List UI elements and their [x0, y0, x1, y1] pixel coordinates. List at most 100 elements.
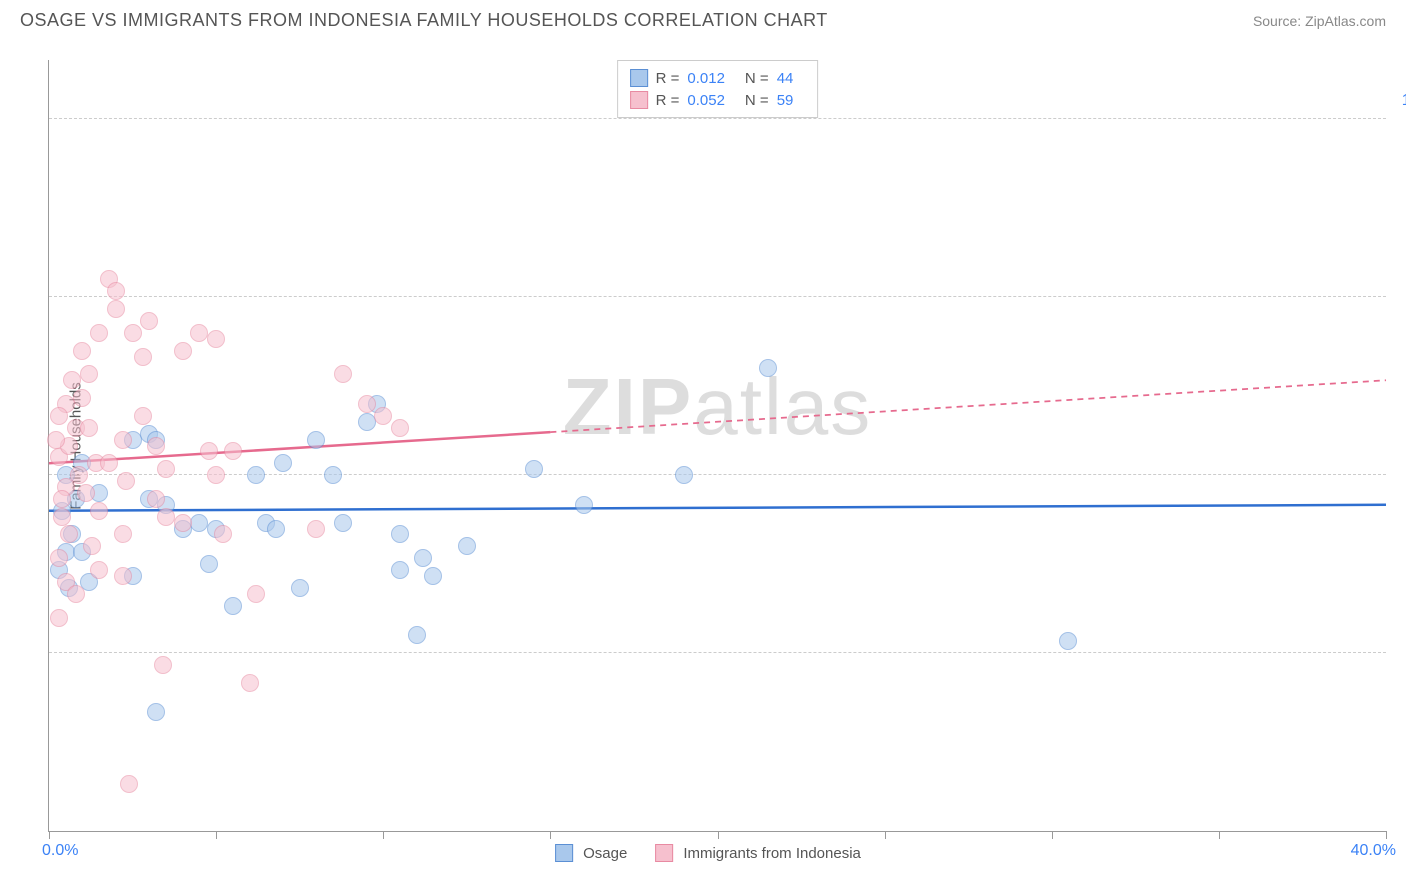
data-point: [408, 626, 426, 644]
legend-stats-row: R = 0.012 N = 44: [630, 67, 806, 89]
x-tick: [49, 831, 50, 839]
data-point: [247, 585, 265, 603]
legend-stats-row: R = 0.052 N = 59: [630, 89, 806, 111]
data-point: [147, 490, 165, 508]
data-point: [414, 549, 432, 567]
data-point: [174, 342, 192, 360]
data-point: [157, 460, 175, 478]
data-point: [207, 466, 225, 484]
data-point: [100, 454, 118, 472]
legend-stats: R = 0.012 N = 44 R = 0.052 N = 59: [617, 60, 819, 118]
data-point: [60, 525, 78, 543]
data-point: [147, 437, 165, 455]
data-point: [147, 703, 165, 721]
x-tick: [885, 831, 886, 839]
data-point: [267, 520, 285, 538]
x-tick: [1386, 831, 1387, 839]
data-point: [124, 324, 142, 342]
data-point: [358, 413, 376, 431]
data-point: [324, 466, 342, 484]
data-point: [53, 490, 71, 508]
data-point: [334, 365, 352, 383]
legend-series: Osage Immigrants from Indonesia: [555, 844, 879, 862]
chart-title: OSAGE VS IMMIGRANTS FROM INDONESIA FAMIL…: [20, 10, 828, 31]
data-point: [358, 395, 376, 413]
x-tick: [550, 831, 551, 839]
data-point: [50, 609, 68, 627]
data-point: [63, 371, 81, 389]
legend-series-label: Immigrants from Indonesia: [683, 845, 861, 862]
x-tick: [216, 831, 217, 839]
plot-area: ZIPatlas R =0.012N =44R =0.052N =59 55.0…: [48, 60, 1386, 832]
data-point: [307, 520, 325, 538]
data-point: [90, 324, 108, 342]
data-point: [77, 484, 95, 502]
x-tick: [1052, 831, 1053, 839]
legend-swatch: [630, 69, 648, 87]
data-point: [134, 407, 152, 425]
data-point: [759, 359, 777, 377]
data-point: [114, 567, 132, 585]
data-point: [50, 407, 68, 425]
data-point: [70, 466, 88, 484]
chart-area: Family Households ZIPatlas R =0.012N =44…: [48, 60, 1386, 832]
data-point: [458, 537, 476, 555]
data-point: [391, 525, 409, 543]
data-point: [83, 537, 101, 555]
data-point: [190, 324, 208, 342]
data-point: [334, 514, 352, 532]
legend-r-value: 0.012: [687, 70, 725, 87]
data-point: [374, 407, 392, 425]
data-point: [90, 561, 108, 579]
data-point: [114, 431, 132, 449]
legend-n-value: 59: [777, 92, 794, 109]
data-point: [207, 330, 225, 348]
data-point: [200, 555, 218, 573]
data-point: [274, 454, 292, 472]
chart-header: OSAGE VS IMMIGRANTS FROM INDONESIA FAMIL…: [0, 0, 1406, 31]
data-point: [73, 389, 91, 407]
x-tick: [718, 831, 719, 839]
watermark-bold: ZIP: [563, 362, 693, 451]
data-point: [190, 514, 208, 532]
grid-line: [49, 296, 1386, 297]
data-point: [391, 561, 409, 579]
data-point: [391, 419, 409, 437]
trend-lines: [49, 60, 1386, 831]
data-point: [117, 472, 135, 490]
data-point: [107, 300, 125, 318]
legend-series-label: Osage: [583, 845, 627, 862]
data-point: [90, 502, 108, 520]
data-point: [154, 656, 172, 674]
legend-n-value: 44: [777, 70, 794, 87]
legend-n-label: N =: [745, 92, 769, 109]
x-tick: [383, 831, 384, 839]
data-point: [114, 525, 132, 543]
legend-swatch: [655, 844, 673, 862]
data-point: [200, 442, 218, 460]
data-point: [47, 431, 65, 449]
x-axis-start-label: 0.0%: [42, 842, 78, 860]
data-point: [157, 508, 175, 526]
data-point: [134, 348, 152, 366]
legend-r-value: 0.052: [687, 92, 725, 109]
data-point: [80, 365, 98, 383]
data-point: [307, 431, 325, 449]
data-point: [424, 567, 442, 585]
legend-r-label: R =: [656, 92, 680, 109]
data-point: [291, 579, 309, 597]
watermark-light: atlas: [693, 362, 872, 451]
legend-r-label: R =: [656, 70, 680, 87]
legend-swatch: [555, 844, 573, 862]
grid-line: [49, 118, 1386, 119]
data-point: [53, 508, 71, 526]
data-point: [174, 514, 192, 532]
legend-swatch: [630, 91, 648, 109]
data-point: [525, 460, 543, 478]
legend-n-label: N =: [745, 70, 769, 87]
data-point: [107, 282, 125, 300]
data-point: [247, 466, 265, 484]
data-point: [140, 312, 158, 330]
data-point: [120, 775, 138, 793]
grid-line: [49, 652, 1386, 653]
